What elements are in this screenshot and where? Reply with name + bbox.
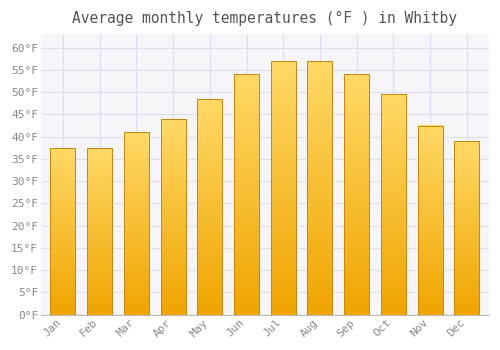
Bar: [344, 74, 369, 315]
Bar: [308, 61, 332, 315]
Bar: [87, 148, 112, 315]
Bar: [50, 148, 76, 315]
Bar: [124, 132, 149, 315]
Bar: [381, 94, 406, 315]
Bar: [198, 99, 222, 315]
Bar: [454, 141, 479, 315]
Title: Average monthly temperatures (°F ) in Whitby: Average monthly temperatures (°F ) in Wh…: [72, 11, 458, 26]
Bar: [234, 74, 259, 315]
Bar: [418, 126, 442, 315]
Bar: [271, 61, 295, 315]
Bar: [160, 119, 186, 315]
